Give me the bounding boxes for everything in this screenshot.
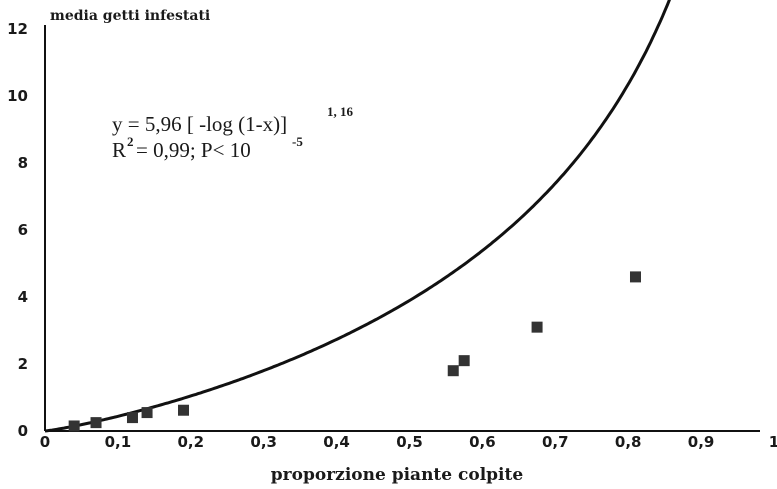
x-tick-label: 0,4 — [323, 433, 350, 451]
x-tick-label: 0,9 — [688, 433, 715, 451]
x-tick-labels: 0 0,1 0,2 0,3 0,4 0,5 0,6 0,7 0,8 0,9 1 — [40, 433, 777, 451]
x-tick-label: 0,8 — [615, 433, 642, 451]
data-point-marker — [458, 355, 470, 367]
x-tick-label: 0 — [40, 433, 50, 451]
data-point-marker — [178, 404, 190, 416]
data-points — [68, 271, 641, 432]
r-stats: = 0,99; P< 10 — [136, 138, 251, 162]
y-tick-label: 2 — [18, 355, 28, 373]
x-tick-label: 0,6 — [469, 433, 496, 451]
p-exponent: -5 — [292, 134, 303, 149]
x-tick-label: 0,1 — [105, 433, 132, 451]
fit-curve — [44, 0, 671, 433]
y-tick-label: 10 — [7, 87, 28, 105]
r-prefix: R — [112, 138, 126, 162]
equation-exponent: 1, 16 — [327, 104, 354, 119]
y-tick-label: 12 — [7, 20, 28, 38]
x-tick-label: 0,7 — [542, 433, 569, 451]
x-tick-label: 0,2 — [178, 433, 205, 451]
equation-main: y = 5,96 [ -log (1-x)] — [112, 112, 287, 136]
y-tick-label: 4 — [18, 288, 28, 306]
r-squared-annotation: R — [112, 138, 126, 162]
y-tick-label: 6 — [18, 221, 28, 239]
y-tick-label: 8 — [18, 154, 28, 172]
y-tick-labels: 0 2 4 6 8 10 12 — [7, 20, 28, 440]
x-tick-label: 0,3 — [250, 433, 277, 451]
equation-annotation: y = 5,96 [ -log (1-x)] — [112, 112, 287, 136]
x-axis-label: proporzione piante colpite — [271, 465, 524, 485]
r-superscript: 2 — [127, 134, 134, 149]
data-point-marker — [90, 417, 102, 429]
x-tick-label: 0,5 — [396, 433, 423, 451]
data-point-marker — [447, 365, 459, 377]
y-tick-label: 0 — [18, 422, 28, 440]
data-point-marker — [126, 412, 138, 424]
data-point-marker — [531, 321, 543, 333]
y-axis-label: media getti infestati — [50, 8, 210, 24]
data-point-marker — [141, 407, 153, 419]
x-tick-label: 1 — [769, 433, 777, 451]
data-point-marker — [629, 271, 641, 283]
data-point-marker — [68, 420, 80, 432]
